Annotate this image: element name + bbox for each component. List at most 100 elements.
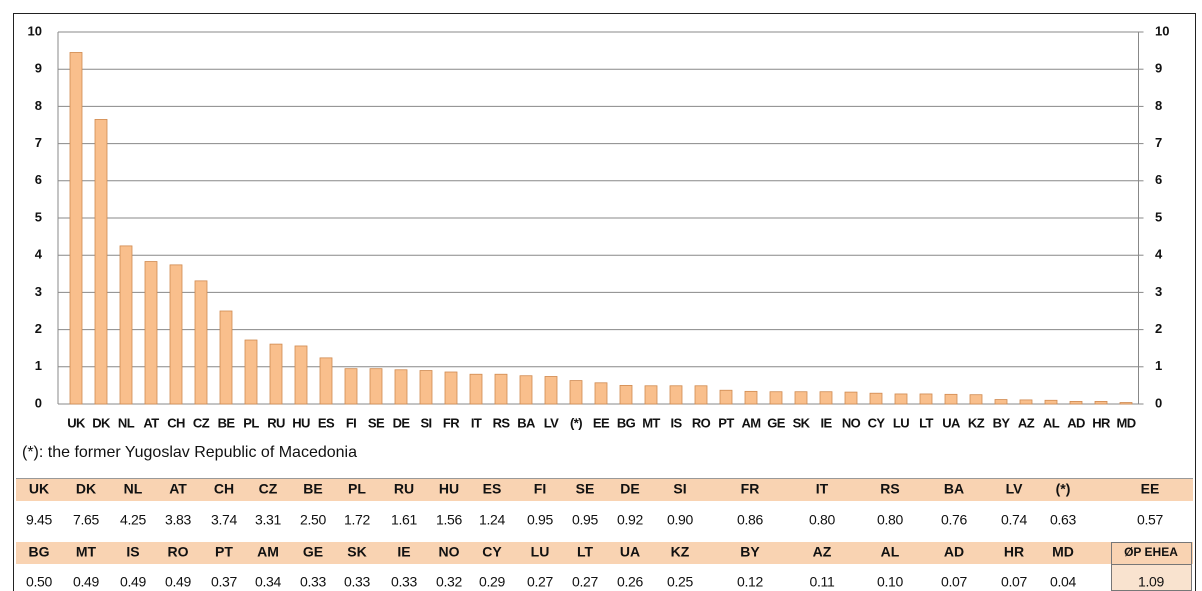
y-tick-label: 10: [28, 23, 42, 38]
bar: [469, 373, 483, 405]
table-value: 2.50: [300, 512, 327, 528]
bar: [619, 384, 633, 405]
x-tick-label: RO: [692, 415, 711, 430]
table-value: 4.25: [120, 512, 147, 528]
bar: [519, 375, 533, 405]
bar: [769, 391, 783, 405]
table-header: AL: [881, 544, 900, 560]
table-value: 0.76: [941, 512, 968, 528]
table-header: MT: [76, 544, 97, 560]
table-header: BA: [944, 481, 964, 497]
x-tick-label: DK: [92, 415, 111, 430]
x-tick-label: MD: [1116, 415, 1135, 430]
x-tick-label: IS: [670, 415, 682, 430]
table-value: 3.83: [165, 512, 192, 528]
bar: [544, 376, 558, 405]
y-tick-label: 1: [35, 358, 42, 373]
table-header: AD: [944, 544, 964, 560]
x-tick-label: AD: [1067, 415, 1085, 430]
table-header: CY: [482, 544, 502, 560]
average-label: ØP EHEA: [1124, 545, 1178, 559]
x-tick-label: (*): [570, 415, 582, 430]
bar: [169, 264, 183, 405]
table-header: FI: [534, 481, 546, 497]
x-tick-label: EE: [593, 415, 610, 430]
table-value: 0.07: [1001, 574, 1028, 590]
table-header: DK: [76, 481, 96, 497]
bar: [1119, 402, 1133, 405]
x-tick-label: CZ: [193, 415, 210, 430]
x-tick-label: UA: [942, 415, 961, 430]
y-tick-label: 8: [35, 98, 42, 113]
bar: [1019, 399, 1033, 405]
x-tick-label: RU: [267, 415, 285, 430]
x-tick-label: LT: [919, 415, 933, 430]
bar: [119, 245, 133, 405]
table-header: IS: [126, 544, 139, 560]
table-value: 1.56: [436, 512, 463, 528]
table-value: 0.26: [617, 574, 644, 590]
bar: [694, 385, 708, 405]
bar: [644, 385, 658, 405]
table-value: 0.86: [737, 512, 764, 528]
y-tick-label: 6: [35, 172, 42, 187]
table-header: GE: [303, 544, 323, 560]
table-value: 0.29: [479, 574, 506, 590]
y2-tick-label: 5: [1155, 209, 1162, 224]
y-tick-label: 7: [35, 135, 42, 150]
table-value: 0.25: [667, 574, 694, 590]
y-tick-label: 0: [35, 395, 42, 410]
table-header: CZ: [259, 481, 278, 497]
y2-tick-label: 3: [1155, 284, 1162, 299]
y2-tick-label: 8: [1155, 98, 1162, 113]
table-value: 7.65: [73, 512, 100, 528]
x-tick-label: BG: [617, 415, 636, 430]
table-header: RS: [880, 481, 899, 497]
table-value: 0.37: [211, 574, 238, 590]
y-tick-label: 4: [35, 247, 43, 262]
bar: [294, 345, 308, 405]
x-tick-label: AZ: [1018, 415, 1035, 430]
table-value: 0.80: [877, 512, 904, 528]
y-tick-label: 5: [35, 209, 42, 224]
table-header: RO: [168, 544, 189, 560]
table-header: ES: [483, 481, 502, 497]
table-value: 0.50: [26, 574, 53, 590]
table-header: NO: [439, 544, 460, 560]
table-value: 0.33: [300, 574, 327, 590]
table-value: 0.12: [737, 574, 764, 590]
bar: [744, 390, 758, 405]
x-tick-label: ES: [318, 415, 335, 430]
note: (*): the former Yugoslav Republic of Mac…: [22, 444, 357, 461]
bar: [994, 399, 1008, 405]
table-value: 0.80: [809, 512, 836, 528]
x-tick-label: AL: [1043, 415, 1060, 430]
table-value: 0.07: [941, 574, 968, 590]
bar: [219, 310, 233, 405]
x-tick-label: AT: [143, 415, 159, 430]
table-header: EE: [1141, 481, 1160, 497]
table-header: HU: [439, 481, 459, 497]
table-value: 0.90: [667, 512, 694, 528]
x-tick-label: BY: [993, 415, 1011, 430]
table-header: UK: [29, 481, 49, 497]
x-tick-label: RS: [493, 415, 511, 430]
frame: [13, 13, 1196, 591]
table-value: 0.33: [344, 574, 371, 590]
table-header: AZ: [813, 544, 832, 560]
bar: [419, 370, 433, 405]
x-tick-label: BE: [218, 415, 236, 430]
table-value: 0.33: [391, 574, 418, 590]
table-value: 1.24: [479, 512, 506, 528]
table-header: IE: [397, 544, 410, 560]
bar: [69, 52, 83, 405]
table-header: AT: [169, 481, 187, 497]
bar: [894, 393, 908, 405]
table-header: LT: [577, 544, 594, 560]
y2-tick-label: 9: [1155, 61, 1162, 76]
table-value: 0.49: [120, 574, 147, 590]
x-tick-label: GE: [767, 415, 786, 430]
x-tick-label: PT: [718, 415, 734, 430]
bar: [719, 389, 733, 405]
